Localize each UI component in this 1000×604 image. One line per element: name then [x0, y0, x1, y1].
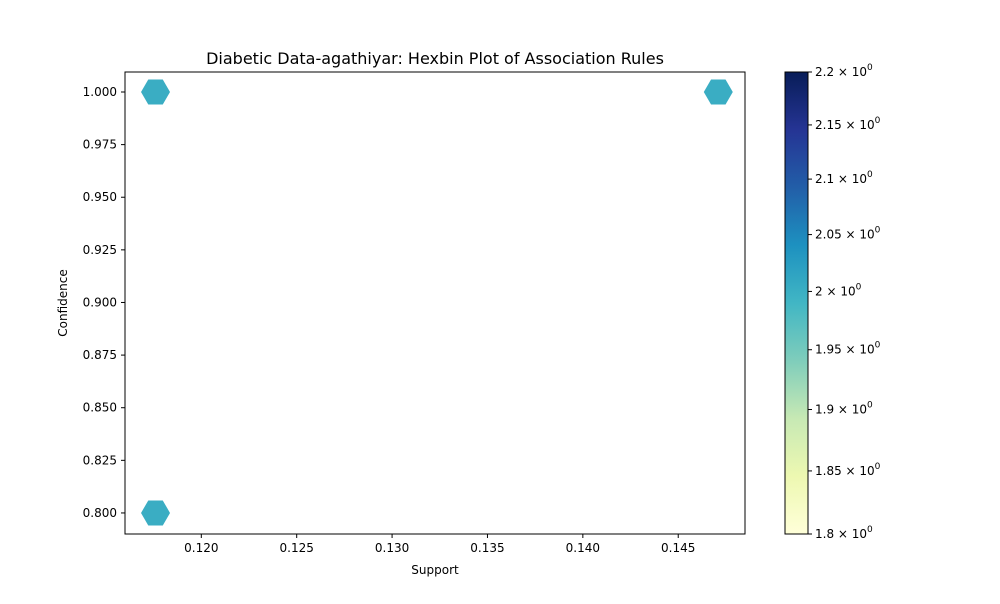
hexbin-cells [141, 79, 733, 526]
y-tick-label: 0.850 [83, 401, 117, 415]
x-axis-label: Support [411, 563, 459, 577]
colorbar-tick-label: 2.15 × 100 [815, 116, 881, 132]
y-axis-label: Confidence [56, 269, 70, 336]
y-tick-label: 0.975 [83, 138, 117, 152]
colorbar-tick-label: 2.2 × 100 [815, 63, 873, 79]
colorbar-tick-label: 1.95 × 100 [815, 341, 881, 357]
y-tick-label: 0.900 [83, 295, 117, 309]
y-tick-label: 0.925 [83, 243, 117, 257]
plot-area [124, 71, 746, 535]
chart-title: Diabetic Data-agathiyar: Hexbin Plot of … [206, 49, 664, 68]
colorbar [784, 71, 809, 535]
y-tick-label: 0.950 [83, 190, 117, 204]
hexbin-cell [703, 79, 733, 105]
y-tick-label: 0.875 [83, 348, 117, 362]
colorbar-tick-label: 1.8 × 100 [815, 525, 873, 541]
colorbar-tick-label: 2.1 × 100 [815, 170, 873, 186]
hexbin-cell [141, 79, 171, 105]
y-tick-label: 0.825 [83, 453, 117, 467]
colorbar-gradient [784, 71, 809, 535]
x-tick-label: 0.120 [184, 541, 218, 555]
colorbar-ticks: 1.8 × 100 1.85 × 100 1.9 × 100 1.95 × 100 2 … [808, 63, 881, 541]
x-tick-label: 0.130 [375, 541, 409, 555]
colorbar-tick-label: 1.9 × 100 [815, 401, 873, 417]
hexbin-cell [141, 500, 171, 526]
plot-frame [124, 71, 746, 535]
colorbar-tick-label: 2.05 × 100 [815, 226, 881, 242]
colorbar-tick-label: 2 × 100 [815, 282, 862, 298]
y-tick-label: 1.000 [83, 85, 117, 99]
y-tick-label: 0.800 [83, 506, 117, 520]
x-tick-label: 0.135 [470, 541, 504, 555]
x-axis-ticks: 0.120 0.125 0.130 0.135 0.140 0.145 [184, 534, 695, 555]
x-tick-label: 0.140 [566, 541, 600, 555]
x-tick-label: 0.125 [280, 541, 314, 555]
y-axis-ticks: 0.800 0.825 0.850 0.875 0.900 0.925 0.950 0.975… [83, 85, 125, 520]
colorbar-tick-label: 1.85 × 100 [815, 462, 881, 478]
x-tick-label: 0.145 [661, 541, 695, 555]
